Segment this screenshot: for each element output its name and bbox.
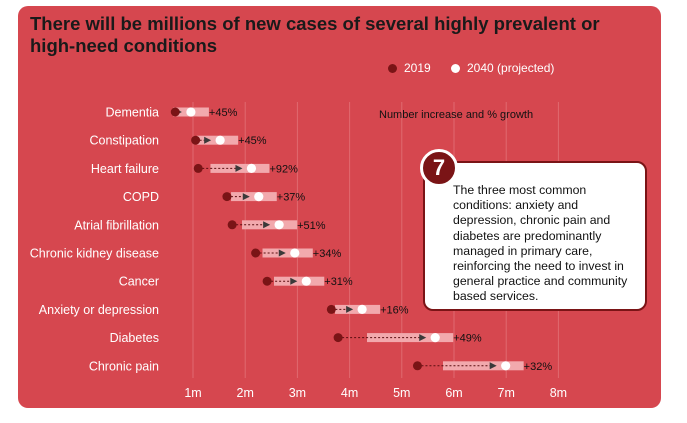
marker-2040 bbox=[301, 276, 311, 286]
category-label: Diabetes bbox=[110, 331, 159, 345]
x-tick-label: 2m bbox=[237, 386, 254, 400]
marker-2019 bbox=[191, 135, 201, 145]
chart-rows: Dementia +45% Constipation +45% Heart failur… bbox=[30, 106, 553, 374]
axis-note: Number increase and % growth bbox=[379, 109, 533, 121]
x-tick-label: 1m bbox=[184, 386, 201, 400]
arrowhead bbox=[489, 362, 497, 370]
x-tick-label: 7m bbox=[498, 386, 515, 400]
chart-row: Chronic pain +32% bbox=[89, 359, 553, 373]
growth-label: +31% bbox=[324, 276, 353, 288]
x-tick-label: 3m bbox=[289, 386, 306, 400]
arrowhead bbox=[235, 164, 243, 172]
legend-item-2019: 2019 bbox=[388, 61, 431, 75]
x-tick-label: 5m bbox=[393, 386, 410, 400]
marker-2019 bbox=[333, 333, 343, 343]
growth-label: +45% bbox=[238, 135, 267, 147]
marker-2040 bbox=[430, 333, 440, 343]
growth-label: +16% bbox=[380, 304, 409, 316]
category-label: Dementia bbox=[106, 106, 160, 120]
legend-dot-2040 bbox=[451, 64, 460, 73]
category-label: Heart failure bbox=[91, 162, 159, 176]
x-axis-ticks: 1m 2m 3m 4m 5m 6m 7m 8m bbox=[184, 386, 567, 400]
arrowhead bbox=[346, 305, 354, 313]
marker-2019 bbox=[170, 107, 180, 117]
category-label: Chronic kidney disease bbox=[30, 247, 159, 261]
growth-label: +92% bbox=[269, 163, 298, 175]
marker-2019 bbox=[222, 192, 232, 202]
marker-2019 bbox=[251, 248, 261, 258]
arrowhead bbox=[278, 249, 286, 257]
chart-row: Cancer +31% bbox=[119, 275, 353, 289]
marker-2019 bbox=[326, 304, 336, 314]
x-tick-label: 6m bbox=[445, 386, 462, 400]
callout-text: The three most common conditions: anxiet… bbox=[453, 183, 628, 304]
legend-label-2040: 2040 (projected) bbox=[467, 61, 555, 75]
arrowhead bbox=[263, 221, 271, 229]
increase-bar bbox=[231, 192, 277, 202]
growth-label: +37% bbox=[277, 192, 306, 204]
chart-row: Constipation +45% bbox=[90, 134, 267, 148]
category-label: Atrial fibrillation bbox=[74, 218, 159, 232]
marker-2019 bbox=[262, 276, 272, 286]
x-tick-label: 4m bbox=[341, 386, 358, 400]
growth-label: +32% bbox=[524, 361, 553, 373]
increase-bar bbox=[367, 333, 454, 343]
arrowhead bbox=[242, 193, 250, 201]
chart-row: Atrial fibrillation +51% bbox=[74, 218, 326, 232]
callout-box: 7 The three most common conditions: anxi… bbox=[420, 149, 647, 311]
marker-2040 bbox=[501, 361, 511, 371]
growth-label: +34% bbox=[313, 248, 342, 260]
category-label: COPD bbox=[123, 190, 159, 204]
marker-2040 bbox=[357, 304, 367, 314]
category-label: Anxiety or depression bbox=[39, 303, 159, 317]
marker-2019 bbox=[412, 361, 422, 371]
marker-2040 bbox=[186, 107, 196, 117]
marker-2040 bbox=[254, 192, 264, 202]
marker-2040 bbox=[274, 220, 284, 230]
growth-label: +45% bbox=[209, 107, 238, 119]
legend-dot-2019 bbox=[388, 64, 397, 73]
callout-number-badge: 7 bbox=[420, 149, 458, 187]
legend-label-2019: 2019 bbox=[404, 61, 431, 75]
chart-card: There will be millions of new cases of s… bbox=[18, 6, 661, 408]
chart-title: There will be millions of new cases of s… bbox=[30, 13, 600, 56]
arrowhead bbox=[204, 136, 212, 144]
chart-row: Diabetes +49% bbox=[110, 331, 482, 345]
chart-row: Anxiety or depression +16% bbox=[39, 303, 409, 317]
chart-row: Heart failure +92% bbox=[91, 162, 298, 176]
increase-bar bbox=[262, 248, 313, 258]
marker-2040 bbox=[246, 163, 257, 173]
growth-label: +51% bbox=[297, 220, 326, 232]
x-tick-label: 8m bbox=[550, 386, 567, 400]
arrowhead bbox=[419, 334, 427, 342]
growth-label: +49% bbox=[453, 333, 482, 345]
chart-row: Dementia +45% bbox=[106, 106, 238, 120]
marker-2040 bbox=[215, 135, 225, 145]
marker-2019 bbox=[193, 163, 203, 173]
category-label: Cancer bbox=[119, 275, 159, 289]
chart-row: Chronic kidney disease +34% bbox=[30, 247, 342, 261]
chart-row: COPD +37% bbox=[123, 190, 306, 204]
increase-bar bbox=[274, 276, 325, 286]
marker-2040 bbox=[290, 248, 300, 258]
category-label: Constipation bbox=[90, 134, 160, 148]
marker-2019 bbox=[227, 220, 237, 230]
legend-item-2040: 2040 (projected) bbox=[451, 61, 554, 75]
category-label: Chronic pain bbox=[89, 359, 159, 373]
arrowhead bbox=[290, 277, 298, 285]
